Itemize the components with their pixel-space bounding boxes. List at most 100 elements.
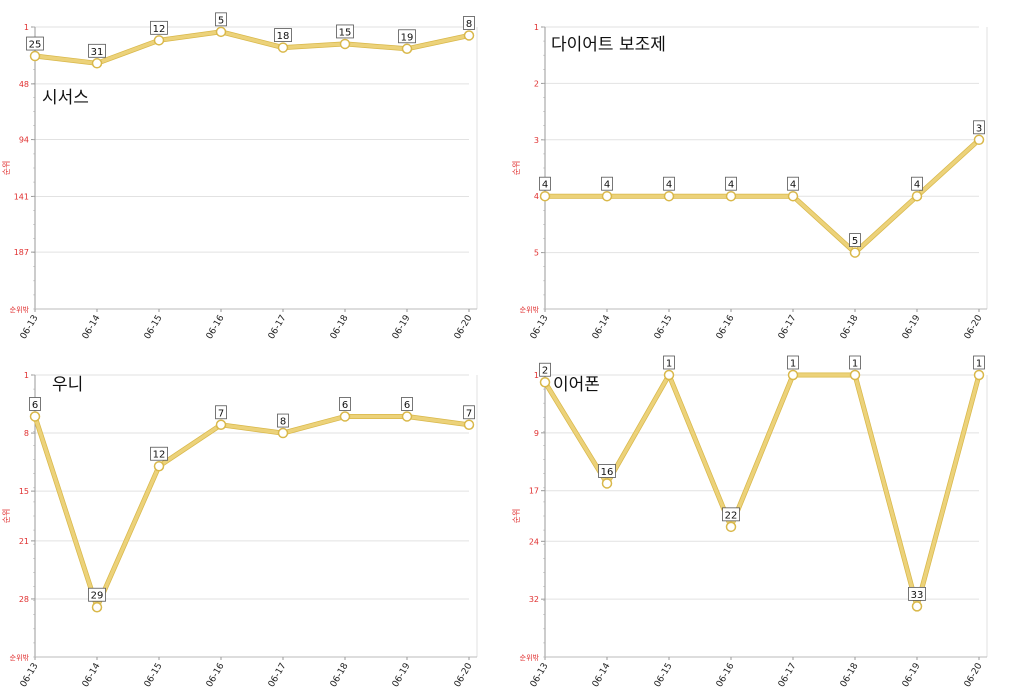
- y-tick-label: 1: [24, 23, 29, 32]
- data-label-box: [849, 355, 861, 370]
- data-label-box: [539, 362, 551, 377]
- series-line: [33, 414, 471, 609]
- data-label-box: [26, 36, 44, 51]
- data-label-box: [398, 29, 416, 44]
- data-point: [91, 58, 103, 69]
- data-point: [339, 38, 351, 50]
- data-label-box: [215, 12, 227, 27]
- data-label-box: [88, 43, 106, 58]
- y-tick-label: 17: [529, 487, 539, 496]
- data-point: [601, 478, 613, 489]
- x-tick-label: 06-16: [715, 661, 737, 689]
- x-tick-label: 06-18: [839, 313, 861, 341]
- data-label: 19: [401, 32, 414, 43]
- x-tick-label: 06-16: [205, 661, 227, 689]
- data-label-box: [598, 464, 616, 478]
- y-out-of-rank-label: 순위밖: [520, 305, 540, 314]
- y-tick-label: 32: [529, 595, 539, 604]
- data-point: [663, 190, 675, 202]
- data-point: [849, 247, 861, 258]
- y-tick-label: 187: [14, 248, 29, 257]
- y-tick-label: 1: [24, 371, 29, 380]
- series-line: [543, 138, 981, 255]
- chart-title: 우니: [52, 375, 83, 395]
- x-tick-label: 06-16: [205, 313, 227, 341]
- data-point: [277, 42, 289, 53]
- data-label: 5: [218, 15, 224, 26]
- data-point: [725, 521, 737, 533]
- x-tick-label: 06-20: [963, 313, 985, 341]
- data-label: 4: [604, 180, 610, 191]
- x-tick-label: 06-18: [329, 661, 351, 689]
- data-label-box: [336, 24, 354, 39]
- y-tick-label: 24: [529, 537, 539, 546]
- x-tick-label: 06-17: [267, 314, 289, 342]
- data-label-box: [849, 233, 861, 248]
- x-tick-label: 06-20: [453, 313, 475, 341]
- data-point: [663, 369, 675, 381]
- data-point: [601, 190, 613, 202]
- x-tick-label: 06-19: [901, 313, 923, 341]
- data-label-box: [725, 176, 737, 191]
- data-label: 4: [728, 180, 734, 191]
- data-label-box: [973, 120, 985, 135]
- y-tick-label: 28: [19, 595, 29, 604]
- data-label: 8: [466, 19, 472, 30]
- data-label-box: [277, 413, 289, 428]
- x-tick-label: 06-20: [963, 661, 985, 689]
- data-label: 1: [976, 359, 982, 370]
- x-tick-label: 06-19: [391, 661, 413, 689]
- data-point: [29, 411, 41, 422]
- data-label-box: [539, 176, 551, 191]
- data-point: [787, 190, 799, 202]
- x-tick-label: 06-17: [777, 314, 799, 342]
- y-tick-label: 141: [14, 192, 29, 201]
- data-label: 6: [404, 400, 410, 411]
- data-label-box: [339, 397, 351, 411]
- data-point: [215, 26, 227, 38]
- data-label: 15: [339, 27, 352, 38]
- data-label: 1: [852, 359, 858, 370]
- data-point: [401, 43, 413, 55]
- data-label: 7: [218, 408, 224, 419]
- y-tick-label: 2: [534, 79, 539, 88]
- data-label-box: [787, 355, 799, 370]
- data-label: 12: [153, 24, 166, 35]
- x-tick-label: 06-19: [901, 661, 923, 689]
- y-out-of-rank-label: 순위밖: [10, 653, 30, 662]
- data-label-box: [463, 405, 475, 420]
- series-line: [543, 373, 981, 609]
- data-point: [973, 369, 985, 381]
- y-tick-label: 21: [19, 537, 29, 546]
- x-tick-label: 06-13: [19, 662, 41, 690]
- data-label: 7: [466, 408, 472, 419]
- data-point: [153, 460, 165, 472]
- y-tick-label: 9: [534, 429, 539, 438]
- x-tick-label: 06-13: [19, 314, 41, 342]
- data-label: 31: [91, 47, 104, 58]
- data-label: 25: [29, 40, 42, 51]
- y-tick-label: 48: [19, 80, 29, 89]
- y-axis-label: 순위: [2, 509, 11, 524]
- y-axis-label: 순위: [2, 161, 11, 176]
- data-point: [539, 376, 551, 388]
- data-label-box: [908, 586, 926, 601]
- data-point: [401, 411, 413, 422]
- data-label: 6: [32, 400, 38, 411]
- y-tick-label: 1: [534, 371, 539, 380]
- data-point: [463, 419, 475, 431]
- x-tick-label: 06-16: [715, 313, 737, 341]
- data-label-box: [663, 355, 675, 370]
- chart-title: 다이어트 보조제: [551, 35, 666, 55]
- data-label: 4: [914, 180, 920, 191]
- chart-title: 이어폰: [553, 375, 600, 395]
- data-label-box: [401, 397, 413, 411]
- y-axis-label: 순위: [512, 509, 521, 524]
- chart-title: 시서스: [42, 88, 89, 108]
- data-label: 5: [852, 236, 858, 247]
- x-tick-label: 06-13: [529, 314, 551, 342]
- data-point: [153, 35, 165, 46]
